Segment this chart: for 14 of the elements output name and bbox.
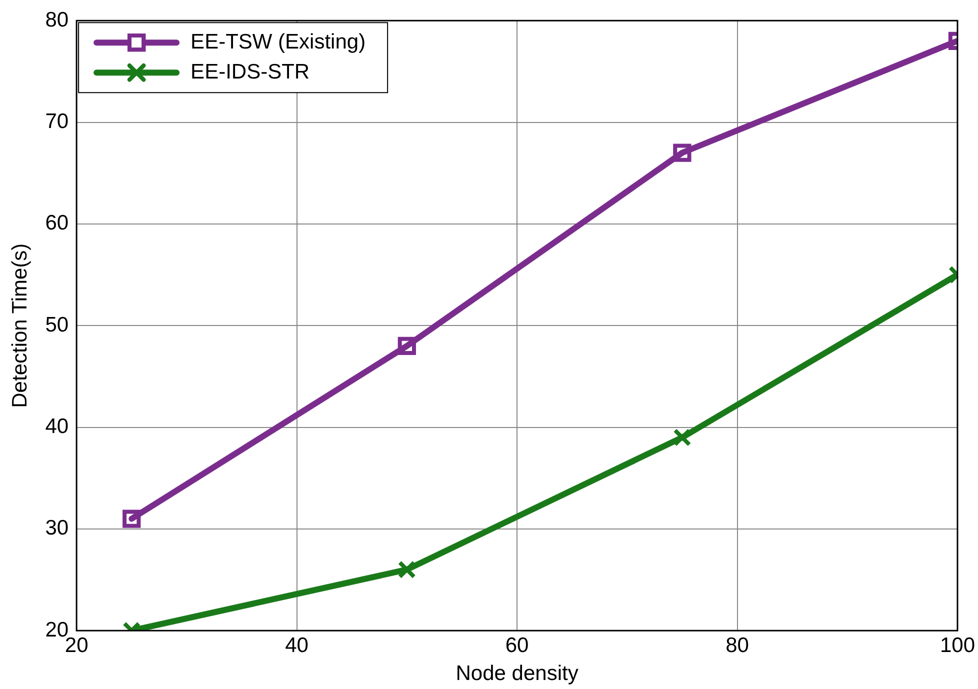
x-tick-label: 60 bbox=[505, 634, 529, 657]
y-tick-label: 30 bbox=[45, 516, 69, 540]
x-tick-label: 80 bbox=[726, 634, 749, 657]
x-axis-title: Node density bbox=[456, 662, 579, 686]
y-tick-label: 40 bbox=[45, 415, 69, 438]
x-tick-label: 40 bbox=[285, 634, 308, 657]
legend-label: EE-TSW (Existing) bbox=[190, 30, 366, 54]
legend-label: EE-IDS-STR bbox=[190, 60, 310, 84]
y-axis-title: Detection Time(s) bbox=[8, 243, 32, 408]
y-tick-label: 60 bbox=[45, 212, 69, 235]
y-tick-label: 80 bbox=[45, 8, 69, 32]
x-tick-label: 100 bbox=[940, 634, 976, 657]
y-tick-label: 70 bbox=[45, 110, 69, 134]
y-tick-label: 50 bbox=[45, 313, 69, 336]
